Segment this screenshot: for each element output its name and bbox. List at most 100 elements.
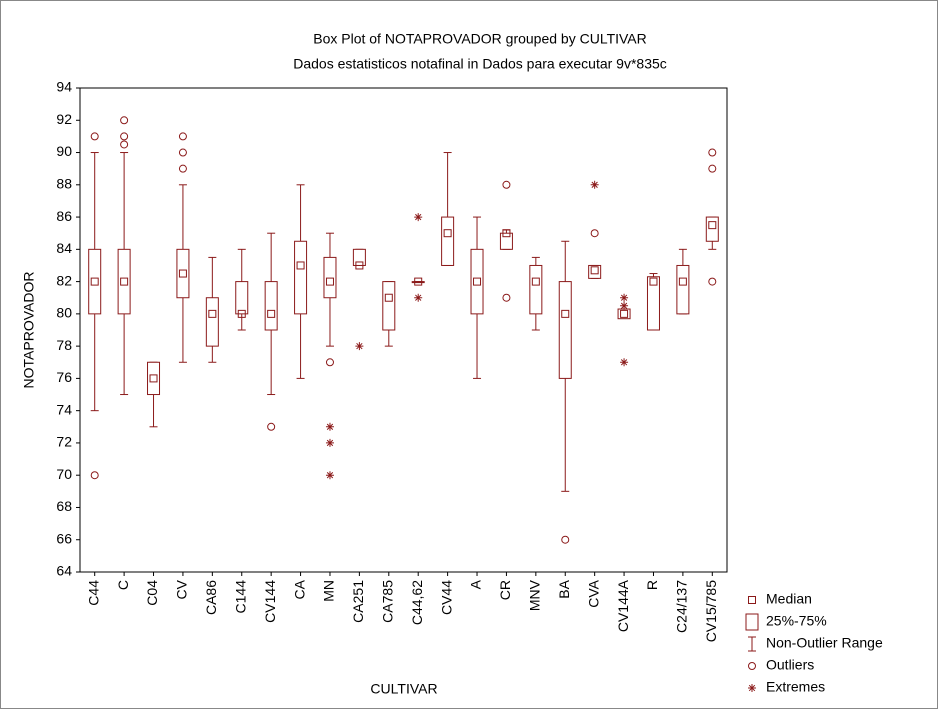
x-tick-label: CVA [585, 579, 601, 607]
extreme [325, 438, 334, 447]
y-tick-label: 66 [56, 530, 72, 546]
extreme [620, 293, 629, 302]
median [678, 277, 687, 286]
outlier [708, 277, 717, 286]
extreme [620, 358, 629, 367]
y-tick-label: 86 [56, 208, 72, 224]
box [470, 248, 484, 315]
median [443, 229, 452, 238]
outlier [120, 132, 129, 141]
box [88, 248, 102, 315]
box [117, 248, 131, 315]
y-tick-label: 74 [56, 401, 72, 417]
median [237, 309, 246, 318]
legend-label: Extremes [766, 679, 825, 695]
x-tick-label: C44 [85, 580, 101, 606]
extreme [325, 471, 334, 480]
median [708, 221, 717, 230]
box [205, 297, 219, 347]
median [178, 269, 187, 278]
box [705, 216, 719, 242]
plot-frame [79, 87, 728, 573]
x-tick-label: C24/137 [674, 580, 690, 633]
box [441, 216, 455, 266]
outlier [708, 148, 717, 157]
legend-label: 25%-75% [766, 613, 827, 629]
x-tick-label: BA [556, 579, 572, 598]
y-tick-label: 70 [56, 466, 72, 482]
x-tick-label: R [644, 580, 660, 590]
median [561, 309, 570, 318]
x-tick-label: A [468, 579, 484, 589]
x-tick-label: CV [174, 579, 190, 599]
x-tick-label: CA785 [379, 580, 395, 623]
outlier [590, 229, 599, 238]
outlier [502, 293, 511, 302]
x-axis-label: CULTIVAR [370, 681, 437, 697]
x-tick-label: CR [497, 580, 513, 600]
x-tick-label: C04 [144, 580, 160, 606]
y-tick-label: 82 [56, 272, 72, 288]
y-tick-label: 80 [56, 305, 72, 321]
box [323, 256, 337, 299]
outlier [90, 132, 99, 141]
box [264, 281, 278, 331]
x-tick-label: MN [321, 580, 337, 602]
y-axis-label: NOTAPROVADOR [21, 272, 37, 389]
outlier [708, 164, 717, 173]
x-tick-label: CA251 [350, 580, 366, 623]
legend-symbol [748, 596, 756, 604]
median [208, 309, 217, 318]
x-tick-label: CA86 [203, 580, 219, 615]
outlier [178, 164, 187, 173]
extreme [620, 301, 629, 310]
x-tick-label: CV15/785 [703, 580, 719, 642]
extreme [590, 180, 599, 189]
outlier [120, 140, 129, 149]
outlier [502, 180, 511, 189]
outlier [90, 471, 99, 480]
x-tick-label: C [115, 580, 131, 590]
median [325, 277, 334, 286]
extreme [355, 342, 364, 351]
y-tick-label: 88 [56, 176, 72, 192]
median [620, 309, 629, 318]
legend-label: Outliers [766, 657, 814, 673]
extreme [414, 293, 423, 302]
y-tick-label: 94 [56, 79, 72, 95]
median [355, 261, 364, 270]
extreme [325, 422, 334, 431]
box [176, 248, 190, 299]
x-tick-label: CV44 [438, 580, 454, 615]
legend-symbol [748, 662, 756, 670]
x-tick-label: C144 [232, 580, 248, 614]
y-tick-label: 78 [56, 337, 72, 353]
outlier [178, 132, 187, 141]
y-tick-label: 76 [56, 369, 72, 385]
box [147, 361, 161, 396]
median [296, 261, 305, 270]
median [384, 293, 393, 302]
median [267, 309, 276, 318]
box [411, 281, 425, 284]
x-tick-label: MNV [527, 579, 543, 611]
y-tick-label: 72 [56, 434, 72, 450]
box [235, 281, 249, 315]
y-tick-label: 92 [56, 111, 72, 127]
x-tick-label: CV144 [262, 580, 278, 623]
outlier [178, 148, 187, 157]
x-tick-label: C44,62 [409, 580, 425, 625]
median [649, 277, 658, 286]
outlier [325, 358, 334, 367]
box [382, 281, 396, 331]
box [529, 264, 543, 315]
median [531, 277, 540, 286]
y-tick-label: 68 [56, 498, 72, 514]
median [149, 374, 158, 383]
legend-label: Median [766, 591, 812, 607]
box [294, 240, 308, 315]
outlier [267, 422, 276, 431]
